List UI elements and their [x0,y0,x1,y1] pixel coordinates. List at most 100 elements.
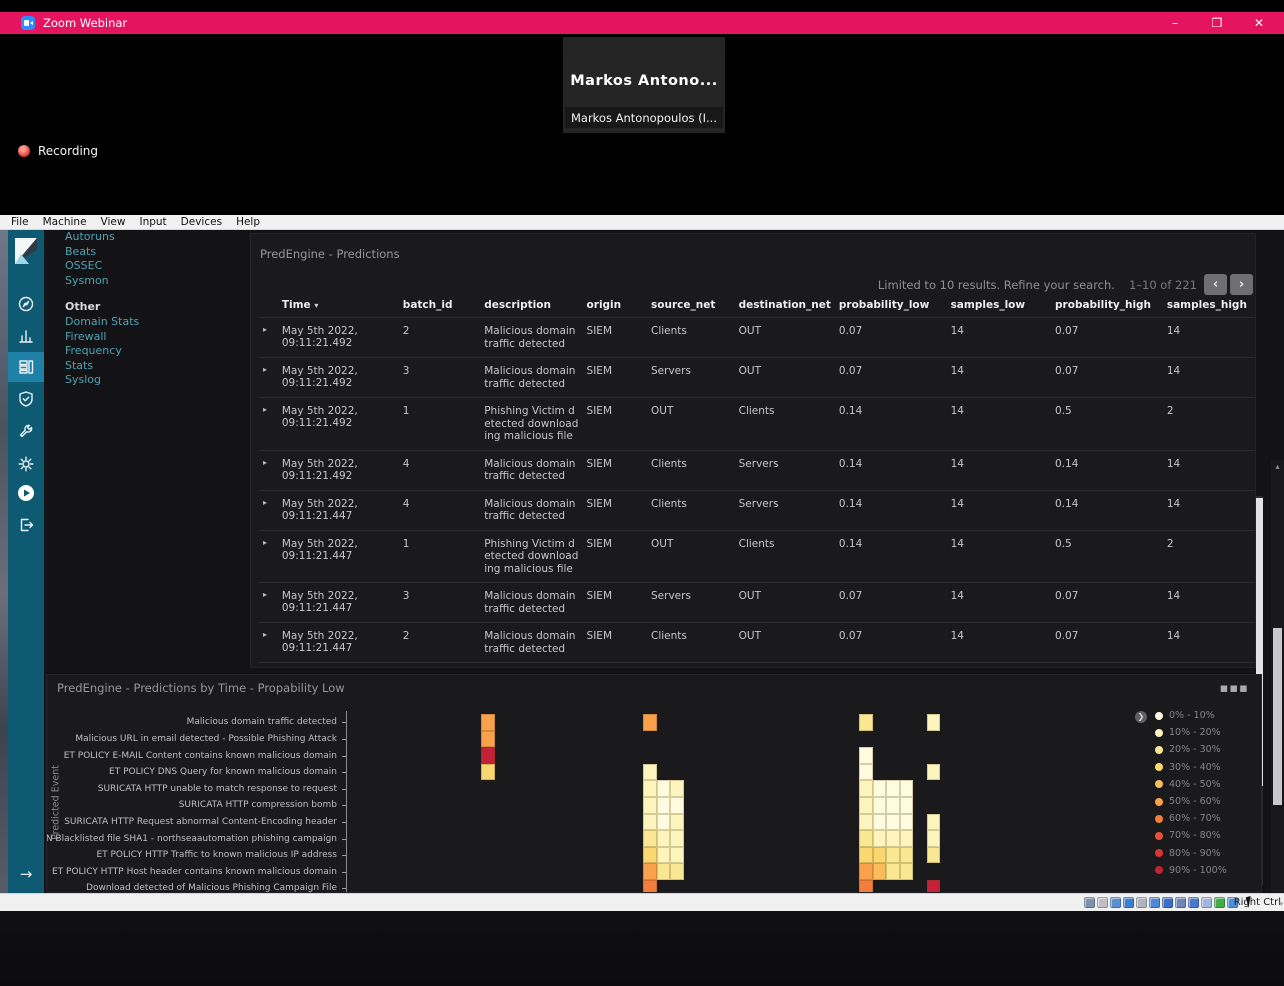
heatmap-cell[interactable] [872,813,886,831]
heatmap-cell[interactable] [643,797,657,814]
heatmap-cell[interactable] [859,797,873,814]
column-header-destination_net[interactable]: destination_net [738,299,831,311]
heatmap-cell[interactable] [872,846,886,864]
usb-icon[interactable] [1136,897,1147,908]
sidebar-item-ossec[interactable]: OSSEC [65,259,103,273]
table-row[interactable]: ▸ May 5th 2022, 09:11:21.447 3 Malicious do… [259,582,1255,623]
arrow-right-icon[interactable]: → [19,865,33,883]
legend-entry[interactable]: 50% - 60% [1155,793,1227,810]
heatmap-cell[interactable] [643,714,657,731]
heatmap-cell[interactable] [859,747,873,764]
heatmap-cell[interactable] [670,780,684,797]
play-icon[interactable] [8,478,44,508]
row-expand-icon[interactable]: ▸ [259,449,282,490]
row-expand-icon[interactable]: ▸ [259,317,282,358]
heatmap-cell[interactable] [859,846,873,864]
heatmap-cell[interactable] [872,863,886,880]
discover-compass-icon[interactable] [8,289,44,319]
dashboard-icon[interactable] [8,352,44,382]
vm-menu-machine[interactable]: Machine [42,216,87,228]
heatmap-cell[interactable] [872,780,886,797]
sidebar-item-beats[interactable]: Beats [65,244,97,258]
row-expand-icon[interactable]: ▸ [259,582,282,623]
keyboard-icon[interactable] [1227,897,1238,908]
visualize-chart-icon[interactable] [8,321,44,351]
next-page-button[interactable]: › [1230,274,1253,295]
legend-entry[interactable]: 60% - 70% [1155,810,1227,827]
column-header-time[interactable]: Time ▾ [281,299,319,311]
table-scrollbar-thumb[interactable] [1256,498,1263,786]
heatmap-cell[interactable] [899,797,913,814]
table-row[interactable]: ▸ May 5th 2022, 09:11:21.492 2 Malicious do… [259,317,1255,358]
recording-icon[interactable] [1175,897,1186,908]
heatmap-cell[interactable] [899,813,913,831]
heatmap-cell[interactable] [859,714,873,731]
heatmap-cell[interactable] [926,846,940,864]
heatmap-cell[interactable] [643,880,657,892]
table-row[interactable]: ▸ May 5th 2022, 09:11:21.447 2 Malicious do… [259,622,1255,663]
heatmap-cell[interactable] [926,714,940,731]
hard-disk-icon[interactable] [1084,897,1095,908]
heatmap-cell[interactable] [899,830,913,847]
optical-drive-icon[interactable] [1097,897,1108,908]
heatmap-cell[interactable] [859,830,873,847]
column-header-origin[interactable]: origin [586,299,622,311]
panel-options-icon[interactable]: ▪▪▪ [1219,681,1249,696]
heatmap-cell[interactable] [656,813,670,831]
display-icon[interactable] [1162,897,1173,908]
sidebar-item-stats[interactable]: Stats [65,358,94,372]
restore-button[interactable]: ❐ [1211,16,1223,30]
heatmap-cell[interactable] [926,813,940,831]
legend-entry[interactable]: 70% - 80% [1155,827,1227,844]
close-button[interactable]: ✕ [1253,16,1265,30]
column-header-probability_low[interactable]: probability_low [838,299,930,311]
vm-menu-help[interactable]: Help [236,216,261,228]
participant-video-tile[interactable]: Markos Antono... Markos Antonopoulos (I.… [563,37,725,133]
heatmap-cell[interactable] [926,763,940,781]
legend-entry[interactable]: 20% - 30% [1155,741,1227,758]
heatmap-cell[interactable] [899,780,913,797]
minimize-button[interactable]: – [1172,16,1178,30]
kibana-logo[interactable] [15,238,37,264]
heatmap-cell[interactable] [643,863,657,880]
heatmap-cell[interactable] [670,830,684,847]
heatmap-cell[interactable] [859,880,873,892]
heatmap-cell[interactable] [859,813,873,831]
heatmap-cell[interactable] [872,797,886,814]
heatmap-cell[interactable] [670,797,684,814]
heatmap-cell[interactable] [886,846,900,864]
sidebar-item-sysmon[interactable]: Sysmon [65,273,109,287]
heatmap-cell[interactable] [656,780,670,797]
page-scroll-up-arrow[interactable]: ▴ [1275,462,1280,471]
sidebar-item-syslog[interactable]: Syslog [65,373,101,387]
column-header-samples_low[interactable]: samples_low [950,299,1026,311]
devtools-wrench-icon[interactable] [8,416,44,446]
legend-entry[interactable]: 80% - 90% [1155,845,1227,862]
mouse-integration-icon[interactable] [1201,897,1212,908]
heatmap-cell[interactable] [643,830,657,847]
heatmap-cell[interactable] [670,813,684,831]
heatmap-cell[interactable] [859,863,873,880]
shared-clipboard-icon[interactable] [1188,897,1199,908]
table-row[interactable]: ▸ May 5th 2022, 09:11:21.447 4 Malicious do… [259,489,1255,530]
heatmap-cell[interactable] [656,830,670,847]
heatmap-cell[interactable] [481,763,495,781]
heatmap-cell[interactable] [859,763,873,781]
row-expand-icon[interactable]: ▸ [259,622,282,663]
heatmap-cell[interactable] [886,863,900,880]
row-expand-icon[interactable]: ▸ [259,529,282,583]
legend-entry[interactable]: 40% - 50% [1155,776,1227,793]
heatmap-cell[interactable] [643,763,657,781]
heatmap-cell[interactable] [926,830,940,847]
legend-entry[interactable]: 30% - 40% [1155,759,1227,776]
prev-page-button[interactable]: ‹ [1204,274,1227,295]
features-icon[interactable] [1214,897,1225,908]
heatmap-cell[interactable] [481,730,495,748]
vm-menu-input[interactable]: Input [139,216,167,228]
column-header-samples_high[interactable]: samples_high [1166,299,1247,311]
page-scrollbar[interactable]: ▴ ▾ [1271,460,1284,893]
legend-entry[interactable]: 0% - 10% [1155,707,1227,724]
sidebar-item-domain-stats[interactable]: Domain Stats [65,314,140,328]
table-row[interactable]: ▸ May 5th 2022, 09:11:21.447 1 Phishing Vic… [259,529,1255,583]
sidebar-item-autoruns[interactable]: Autoruns [65,230,115,243]
